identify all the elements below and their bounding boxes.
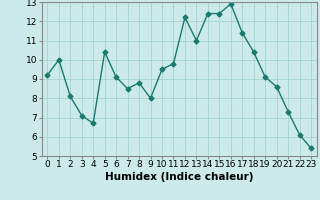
X-axis label: Humidex (Indice chaleur): Humidex (Indice chaleur)	[105, 172, 253, 182]
